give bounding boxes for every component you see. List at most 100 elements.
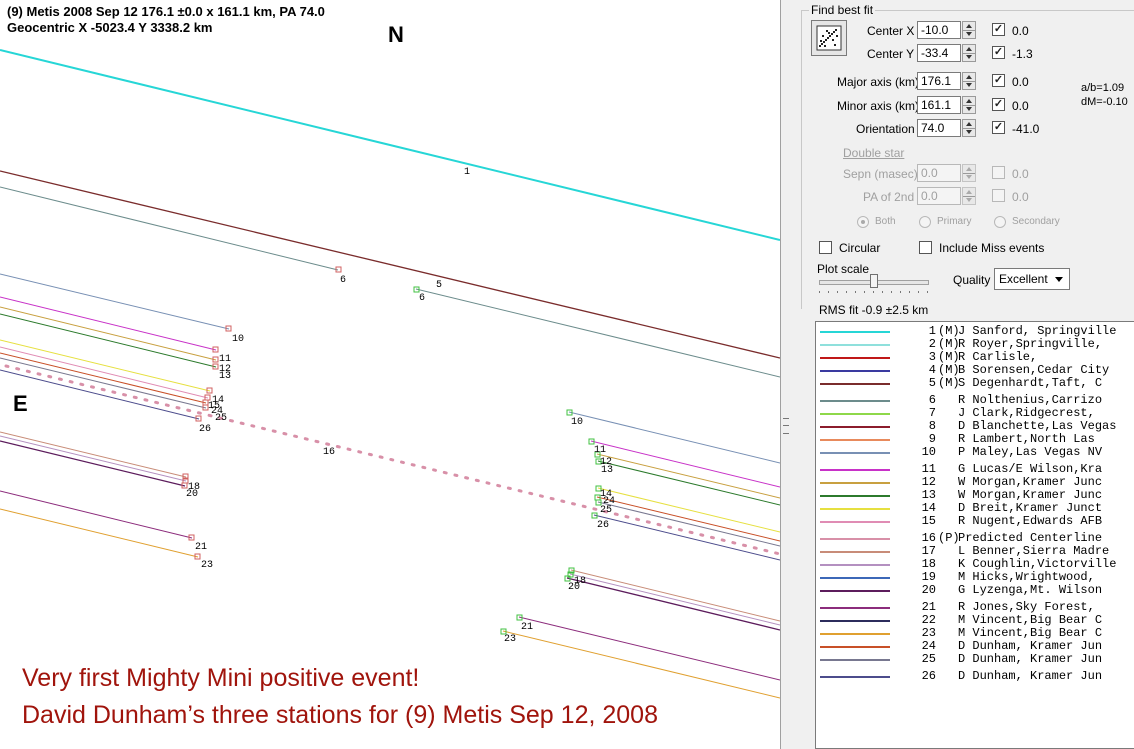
- observer-name: S Degenhardt,Taft, C: [958, 376, 1103, 390]
- observer-row[interactable]: 5 (M) S Degenhardt,Taft, C: [816, 377, 1134, 390]
- major-axis-input[interactable]: 176.1: [917, 72, 961, 90]
- chord-26-east: [593, 514, 780, 561]
- observer-row[interactable]: 10 P Maley,Las Vegas NV: [816, 446, 1134, 459]
- label-chord-15-west: 15: [208, 401, 220, 412]
- observer-row[interactable]: 24 D Dunham, Kramer Jun: [816, 640, 1134, 653]
- observer-row[interactable]: 13 W Morgan,Kramer Junc: [816, 489, 1134, 502]
- best-fit-groupbox: [801, 10, 1134, 309]
- minor-axis-spinner[interactable]: [962, 96, 976, 114]
- observer-row[interactable]: 6 R Nolthenius,Carrizo: [816, 394, 1134, 407]
- observer-row[interactable]: 23 M Vincent,Big Bear C: [816, 627, 1134, 640]
- caption-line-1: Very first Mighty Mini positive event!: [22, 664, 420, 692]
- chevron-down-icon[interactable]: [1055, 277, 1063, 282]
- label-chord-21-east: 21: [521, 622, 533, 633]
- observer-row[interactable]: 26 D Dunham, Kramer Jun: [816, 670, 1134, 683]
- observer-row[interactable]: 3 (M) R Carlisle,: [816, 351, 1134, 364]
- label-chord-25-east: 25: [600, 505, 612, 516]
- circular-label: Circular: [839, 241, 881, 255]
- observer-number: 8: [928, 419, 936, 433]
- observer-color-swatch: [820, 607, 890, 609]
- observer-row[interactable]: 14 D Breit,Kramer Junct: [816, 502, 1134, 515]
- observer-row[interactable]: 8 D Blanchette,Las Vegas: [816, 420, 1134, 433]
- center-x-input[interactable]: -10.0: [917, 21, 961, 39]
- label-chord-5: 5: [436, 280, 442, 291]
- pa-second-spinner[interactable]: [962, 187, 976, 205]
- rms-fit: RMS fit -0.9 ±2.5 km: [819, 303, 929, 317]
- major-axis-spinner[interactable]: [962, 72, 976, 90]
- observer-list[interactable]: 1 (M) J Sanford, Springville 2 (M) R Royer,Sp…: [815, 321, 1134, 749]
- observer-number: 2: [928, 337, 936, 351]
- splitter-grip-icon[interactable]: [783, 418, 789, 434]
- center-y-spinner[interactable]: [962, 44, 976, 62]
- observer-row[interactable]: 2 (M) R Royer,Springville,: [816, 338, 1134, 351]
- orientation-checkbox[interactable]: ✓: [992, 121, 1005, 134]
- center-y-input[interactable]: -33.4: [917, 44, 961, 62]
- observer-row[interactable]: 9 R Lambert,North Las: [816, 433, 1134, 446]
- orientation-input[interactable]: 74.0: [917, 119, 961, 137]
- label-chord-26-east: 26: [597, 520, 609, 531]
- observer-row[interactable]: 19 M Hicks,Wrightwood,: [816, 571, 1134, 584]
- label-chord-20-west: 20: [186, 489, 198, 500]
- observer-color-swatch: [820, 495, 890, 497]
- observer-row[interactable]: 17 L Benner,Sierra Madre: [816, 545, 1134, 558]
- panel-splitter[interactable]: [780, 0, 794, 749]
- label-chord-12-east: 12: [600, 457, 612, 468]
- label-chord-25-west: 25: [215, 413, 227, 424]
- observer-row[interactable]: 22 M Vincent,Big Bear C: [816, 614, 1134, 627]
- observer-row[interactable]: 21 R Jones,Sky Forest,: [816, 601, 1134, 614]
- observer-row[interactable]: 12 W Morgan,Kramer Junc: [816, 476, 1134, 489]
- observer-row[interactable]: 18 K Coughlin,Victorville: [816, 558, 1134, 571]
- circular-checkbox[interactable]: [819, 241, 832, 254]
- separation-spinner[interactable]: [962, 164, 976, 182]
- observer-name: W Morgan,Kramer Junc: [958, 488, 1103, 502]
- observer-row[interactable]: 7 J Clark,Ridgecrest,: [816, 407, 1134, 420]
- label-chord-11-east: 11: [594, 445, 606, 456]
- observer-row[interactable]: 15 R Nugent,Edwards AFB: [816, 515, 1134, 528]
- observer-row[interactable]: 1 (M) J Sanford, Springville: [816, 325, 1134, 338]
- label-chord-20-east: 20: [568, 582, 580, 593]
- radio-both-label: Both: [875, 216, 896, 227]
- observer-row[interactable]: 25 D Dunham, Kramer Jun: [816, 653, 1134, 666]
- pa-second-checkbox[interactable]: [992, 189, 1005, 202]
- center-y-checkbox[interactable]: ✓: [992, 46, 1005, 59]
- pa-second-input[interactable]: 0.0: [917, 187, 961, 205]
- minor-axis-delta: 0.0: [1012, 99, 1029, 113]
- observer-row[interactable]: 11 G Lucas/E Wilson,Kra: [816, 463, 1134, 476]
- slider-thumb[interactable]: [870, 274, 878, 288]
- observer-row[interactable]: 4 (M) B Sorensen,Cedar City: [816, 364, 1134, 377]
- radio-both[interactable]: [857, 216, 869, 228]
- double-star-link[interactable]: Double star: [843, 146, 905, 160]
- radio-primary[interactable]: [919, 216, 931, 228]
- chord-25-west: [0, 357, 207, 409]
- separation-input[interactable]: 0.0: [917, 164, 961, 182]
- include-miss-checkbox[interactable]: [919, 241, 932, 254]
- minor-axis-checkbox[interactable]: ✓: [992, 98, 1005, 111]
- occultation-plot[interactable]: 1 6 5 6 10 11 12 13 14 15 24 25 26 16 18…: [0, 0, 780, 749]
- major-axis-checkbox[interactable]: ✓: [992, 74, 1005, 87]
- radio-secondary[interactable]: [994, 216, 1006, 228]
- observer-name: D Breit,Kramer Junct: [958, 501, 1103, 515]
- observer-number: 21: [921, 600, 936, 614]
- observer-flag: (P): [938, 531, 960, 545]
- observer-number: 22: [921, 613, 936, 627]
- minor-axis-input[interactable]: 161.1: [917, 96, 961, 114]
- label-chord-24-east: 24: [603, 496, 615, 507]
- separation-checkbox[interactable]: [992, 166, 1005, 179]
- observer-row[interactable]: 16 (P) Predicted Centerline: [816, 532, 1134, 545]
- observer-number: 25: [921, 652, 936, 666]
- plot-scale-slider[interactable]: [819, 274, 929, 294]
- quality-dropdown[interactable]: Excellent: [994, 268, 1070, 290]
- observer-row[interactable]: 20 G Lyzenga,Mt. Wilson: [816, 584, 1134, 597]
- observer-name: R Jones,Sky Forest,: [958, 600, 1095, 614]
- chord-13-east: [597, 460, 780, 506]
- label-chord-24-west: 24: [211, 406, 223, 417]
- find-best-fit-button[interactable]: [811, 20, 847, 56]
- center-x-checkbox[interactable]: ✓: [992, 23, 1005, 36]
- orientation-spinner[interactable]: [962, 119, 976, 137]
- observer-color-swatch: [820, 659, 890, 661]
- observer-number: 10: [921, 445, 936, 459]
- center-x-spinner[interactable]: [962, 21, 976, 39]
- chord-1: [0, 49, 780, 241]
- observer-number: 14: [921, 501, 936, 515]
- observer-number: 24: [921, 639, 936, 653]
